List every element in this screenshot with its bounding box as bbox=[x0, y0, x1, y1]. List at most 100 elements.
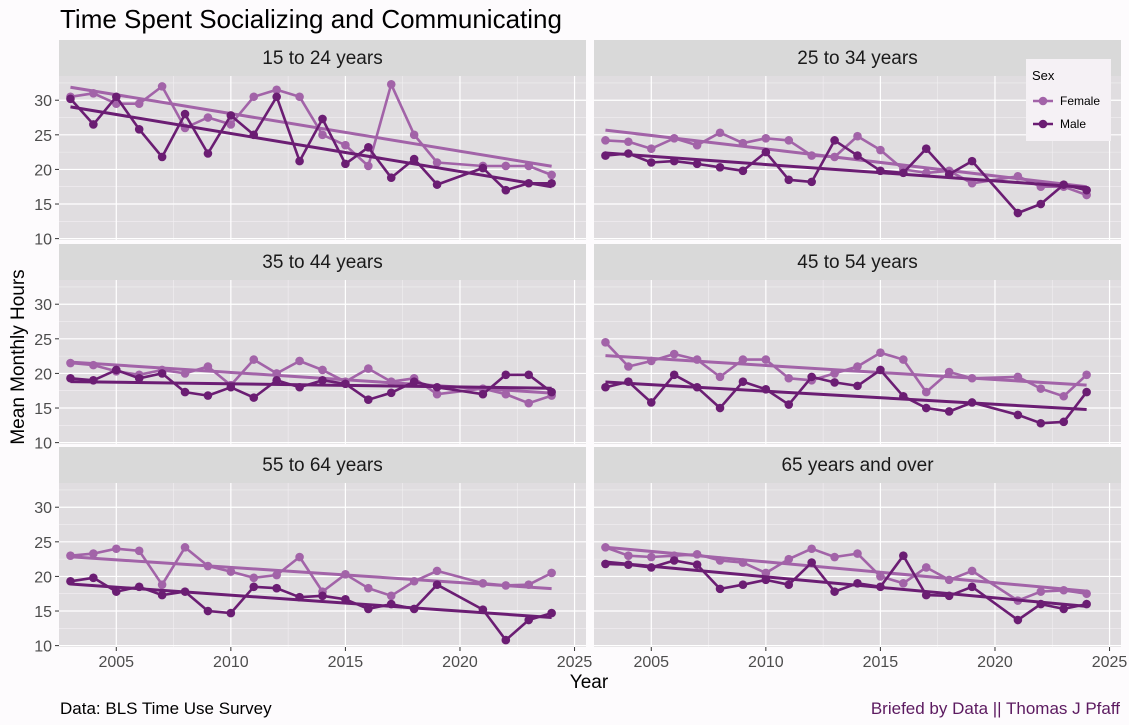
data-point-female bbox=[1082, 589, 1091, 599]
legend: Sex Female Male bbox=[1026, 59, 1111, 141]
data-point-female bbox=[738, 558, 748, 567]
strip-background bbox=[594, 244, 1121, 280]
strip-background bbox=[59, 40, 586, 76]
data-point-male bbox=[409, 604, 419, 614]
data-point-female bbox=[386, 591, 396, 601]
data-point-female bbox=[899, 355, 908, 364]
data-point-male bbox=[203, 149, 213, 158]
data-point-male bbox=[157, 369, 167, 378]
data-point-female bbox=[318, 365, 327, 375]
data-point-female bbox=[692, 355, 702, 364]
trend-line-male bbox=[605, 151, 1087, 189]
data-point-female bbox=[1082, 370, 1091, 380]
trend-line-male bbox=[605, 380, 1087, 412]
y-tick-label: 10 bbox=[34, 639, 52, 656]
strip-label-35-to-44-years: 35 to 44 years bbox=[262, 252, 382, 273]
data-point-female bbox=[432, 566, 442, 576]
data-point-male bbox=[111, 92, 121, 102]
data-point-male bbox=[853, 381, 862, 391]
data-point-female bbox=[386, 377, 396, 387]
data-point-female bbox=[341, 570, 350, 579]
y-tick-label: 10 bbox=[34, 232, 52, 249]
data-point-male bbox=[830, 587, 839, 596]
strip-label-15-to-24-years: 15 to 24 years bbox=[262, 48, 382, 69]
data-point-male bbox=[1036, 599, 1046, 609]
data-point-male bbox=[249, 130, 259, 140]
data-point-female bbox=[1013, 172, 1023, 181]
data-point-female bbox=[409, 130, 419, 140]
data-point-male bbox=[738, 377, 748, 387]
data-point-female bbox=[134, 546, 144, 556]
trend-line-female bbox=[70, 85, 552, 168]
data-point-male bbox=[692, 382, 702, 392]
data-point-male bbox=[524, 615, 534, 625]
data-point-male bbox=[134, 582, 144, 592]
data-point-female bbox=[715, 128, 725, 138]
data-point-female bbox=[715, 556, 725, 565]
data-point-female bbox=[830, 552, 839, 562]
data-point-male bbox=[295, 592, 304, 602]
chart-title: Time Spent Socializing and Communicating bbox=[60, 4, 562, 34]
x-tick-label: 2020 bbox=[977, 654, 1013, 671]
data-point-male bbox=[386, 599, 396, 609]
data-point-male bbox=[1036, 418, 1046, 428]
trend-line-female bbox=[605, 354, 1087, 387]
data-point-male bbox=[341, 594, 350, 604]
x-tick-label: 2025 bbox=[1092, 654, 1128, 671]
data-point-male bbox=[226, 608, 236, 618]
data-point-male bbox=[409, 377, 419, 387]
data-point-female bbox=[272, 85, 281, 95]
data-point-female bbox=[601, 136, 610, 145]
y-tick-label: 10 bbox=[34, 436, 52, 453]
data-point-female bbox=[921, 563, 931, 572]
data-point-female bbox=[738, 138, 748, 148]
data-point-female bbox=[295, 92, 304, 102]
data-point-male bbox=[761, 385, 771, 394]
trend-line-male bbox=[70, 380, 552, 390]
data-point-male bbox=[1082, 185, 1091, 195]
x-tick-label: 2015 bbox=[328, 654, 364, 671]
data-point-male bbox=[157, 590, 167, 600]
data-point-male bbox=[272, 376, 281, 385]
data-point-female bbox=[967, 178, 977, 188]
data-point-female bbox=[249, 573, 259, 583]
data-point-female bbox=[180, 543, 190, 552]
data-point-female bbox=[784, 373, 794, 383]
data-point-female bbox=[967, 566, 977, 576]
x-tick-label: 2005 bbox=[98, 654, 134, 671]
data-point-male bbox=[944, 591, 954, 601]
data-point-male bbox=[249, 393, 259, 402]
data-point-female bbox=[784, 136, 794, 145]
x-axis-title: Year bbox=[570, 672, 609, 693]
y-tick-label: 15 bbox=[34, 197, 52, 214]
y-tick-label: 30 bbox=[34, 297, 52, 314]
data-point-male bbox=[478, 163, 488, 173]
panel-45-to-54-years: 45 to 54 years bbox=[594, 244, 1121, 444]
plot-background bbox=[594, 280, 1121, 444]
data-point-male bbox=[692, 560, 702, 569]
data-point-female bbox=[341, 140, 350, 150]
data-point-female bbox=[921, 387, 931, 397]
data-point-male bbox=[226, 111, 236, 120]
data-point-female bbox=[1013, 372, 1023, 382]
data-point-female bbox=[203, 362, 213, 371]
data-point-female bbox=[830, 369, 839, 378]
y-tick-label: 15 bbox=[34, 604, 52, 621]
data-point-male bbox=[646, 398, 656, 407]
trend-line-male bbox=[605, 560, 1087, 608]
data-point-male bbox=[524, 178, 534, 188]
data-point-female bbox=[66, 358, 75, 368]
data-point-female bbox=[876, 145, 885, 155]
x-tick-label: 2010 bbox=[213, 654, 249, 671]
data-point-female bbox=[967, 373, 977, 383]
data-point-male bbox=[547, 387, 556, 397]
data-point-female bbox=[203, 561, 213, 571]
data-point-male bbox=[203, 391, 213, 400]
data-point-female bbox=[853, 549, 862, 558]
legend-key-point bbox=[1038, 96, 1048, 106]
data-point-female bbox=[134, 99, 144, 108]
data-point-male bbox=[364, 395, 373, 405]
data-point-male bbox=[432, 180, 442, 189]
